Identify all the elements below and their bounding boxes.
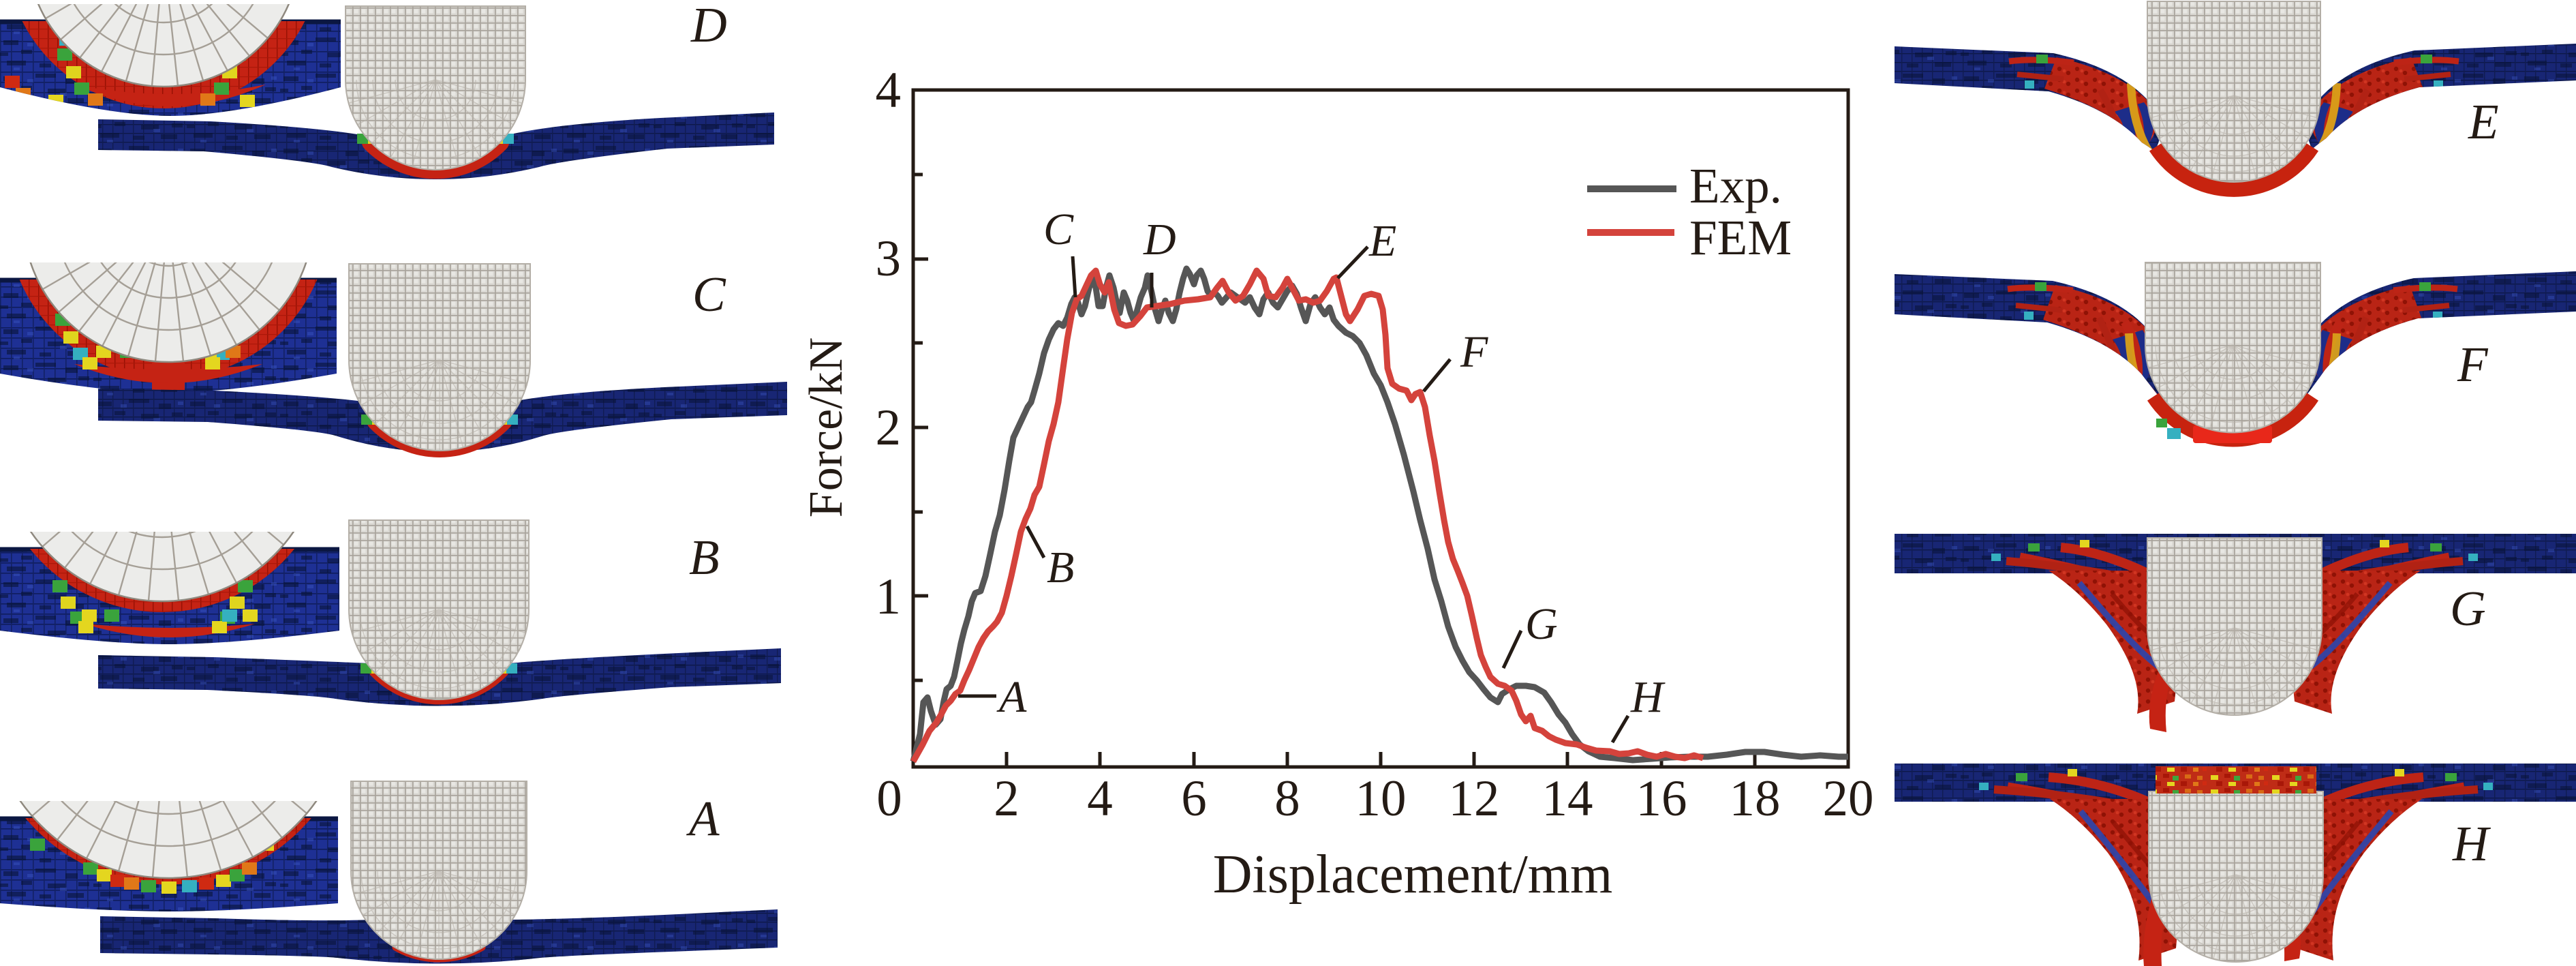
svg-text:F: F <box>2457 337 2489 392</box>
svg-text:B: B <box>689 530 720 585</box>
svg-text:A: A <box>686 791 720 846</box>
svg-text:12: 12 <box>1449 770 1500 827</box>
svg-text:A: A <box>996 672 1027 722</box>
svg-text:D: D <box>1143 215 1176 265</box>
svg-text:FEM: FEM <box>1689 210 1792 265</box>
svg-text:10: 10 <box>1355 770 1407 827</box>
svg-text:4: 4 <box>1087 770 1113 827</box>
svg-text:G: G <box>2450 581 2486 636</box>
svg-text:F: F <box>1460 327 1488 377</box>
svg-text:Displacement/mm: Displacement/mm <box>1213 845 1613 905</box>
svg-text:C: C <box>692 267 726 322</box>
svg-text:3: 3 <box>876 230 902 287</box>
svg-text:E: E <box>1368 216 1396 266</box>
svg-text:16: 16 <box>1636 770 1687 827</box>
svg-text:B: B <box>1047 543 1074 592</box>
svg-text:Exp.: Exp. <box>1689 158 1782 213</box>
svg-text:0: 0 <box>876 770 902 827</box>
svg-text:H: H <box>1630 672 1666 722</box>
svg-text:G: G <box>1525 599 1558 649</box>
svg-text:8: 8 <box>1274 770 1300 827</box>
svg-text:2: 2 <box>994 770 1019 827</box>
svg-text:18: 18 <box>1730 770 1781 827</box>
svg-text:1: 1 <box>876 569 902 625</box>
svg-text:H: H <box>2452 816 2491 871</box>
svg-text:6: 6 <box>1181 770 1207 827</box>
svg-text:4: 4 <box>876 62 902 119</box>
svg-text:C: C <box>1043 205 1074 254</box>
svg-text:D: D <box>690 0 727 52</box>
svg-text:E: E <box>2468 94 2499 149</box>
svg-text:14: 14 <box>1542 770 1593 827</box>
svg-text:Force/kN: Force/kN <box>800 337 853 517</box>
svg-text:20: 20 <box>1823 770 1874 827</box>
svg-text:2: 2 <box>876 399 902 456</box>
